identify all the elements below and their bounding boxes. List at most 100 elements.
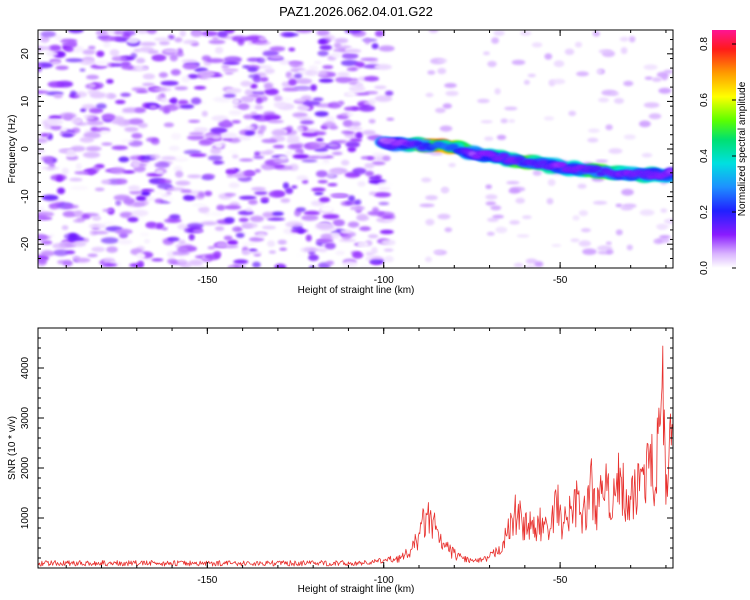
background-blob	[444, 83, 457, 88]
noise-blob	[40, 156, 54, 161]
background-blob	[491, 37, 499, 44]
background-blob	[500, 118, 508, 124]
noise-blob	[170, 69, 181, 76]
noise-blob	[103, 221, 114, 226]
noise-blob	[64, 204, 79, 209]
background-blob	[425, 92, 434, 98]
noise-blob	[100, 35, 114, 42]
background-blob	[587, 128, 600, 133]
noise-blob	[354, 61, 365, 68]
background-blob	[551, 78, 566, 85]
noise-blob	[68, 30, 84, 34]
noise-blob	[189, 131, 204, 136]
noise-blob	[141, 188, 155, 193]
noise-blob	[318, 70, 329, 78]
noise-blob	[135, 195, 147, 202]
noise-blob	[69, 45, 84, 53]
noise-blob	[374, 95, 393, 102]
noise-blob	[334, 38, 349, 44]
noise-blob	[155, 222, 165, 230]
snr-panel: -150 -100 -50 1000 2000 3000 4000 Height of st…	[7, 327, 674, 595]
noise-blob	[288, 163, 299, 171]
background-blob	[515, 197, 525, 204]
noise-blob	[122, 107, 140, 113]
noise-blob	[248, 199, 258, 205]
noise-blob	[131, 209, 149, 217]
noise-blob	[154, 190, 167, 196]
noise-blob	[102, 208, 114, 213]
noise-blob	[377, 181, 394, 188]
noise-blob	[305, 234, 312, 242]
background-blob	[544, 53, 553, 60]
noise-blob	[322, 121, 336, 128]
noise-blob	[294, 209, 302, 217]
colorbar-tick-label: 0.4	[699, 149, 710, 163]
noise-blob	[378, 45, 395, 52]
noise-blob	[362, 130, 376, 136]
noise-blob	[56, 187, 66, 195]
noise-blob	[368, 175, 381, 181]
noise-blob	[184, 227, 195, 233]
signal-blob	[557, 162, 568, 168]
noise-blob	[238, 136, 252, 141]
background-blob	[629, 36, 636, 43]
noise-blob	[240, 80, 252, 87]
noise-blob	[61, 225, 69, 231]
background-blob	[587, 137, 599, 143]
noise-blob	[286, 137, 300, 144]
noise-blob	[71, 240, 87, 247]
noise-blob	[192, 228, 204, 234]
noise-blob	[245, 207, 253, 213]
noise-blob	[260, 197, 270, 202]
noise-blob	[313, 60, 322, 65]
noise-blob	[237, 210, 254, 216]
noise-blob	[363, 101, 375, 106]
background-blob	[494, 88, 501, 95]
noise-blob	[115, 99, 126, 105]
noise-blob	[109, 167, 126, 174]
noise-blob	[69, 177, 83, 182]
noise-blob	[358, 105, 376, 112]
noise-blob	[180, 189, 192, 194]
noise-blob	[311, 187, 326, 192]
noise-blob	[74, 170, 90, 175]
noise-blob	[252, 261, 261, 268]
noise-blob	[327, 183, 338, 187]
noise-blob	[201, 30, 218, 37]
noise-blob	[238, 195, 257, 200]
noise-blob	[355, 131, 363, 139]
noise-blob	[279, 59, 292, 65]
noise-blob	[350, 205, 365, 211]
noise-blob	[371, 161, 386, 166]
noise-blob	[225, 87, 242, 94]
noise-blob	[255, 97, 263, 104]
noise-blob	[127, 216, 139, 223]
noise-blob	[88, 45, 96, 50]
noise-blob	[220, 132, 238, 139]
noise-blob	[223, 205, 242, 210]
noise-blob	[335, 250, 345, 256]
noise-blob	[267, 73, 283, 78]
background-blob	[480, 120, 493, 124]
noise-blob	[201, 128, 209, 132]
noise-blob	[294, 73, 303, 79]
noise-blob	[315, 82, 323, 87]
noise-blob	[341, 130, 355, 135]
colorbar-tick-label: 0.2	[699, 205, 710, 219]
noise-blob	[197, 191, 205, 197]
noise-blob	[223, 93, 236, 98]
noise-blob	[345, 48, 362, 54]
noise-blob	[38, 137, 48, 144]
noise-blob	[339, 238, 356, 242]
noise-blob	[288, 47, 296, 52]
background-blob	[653, 238, 663, 245]
noise-blob	[181, 75, 191, 83]
noise-blob	[223, 56, 242, 64]
noise-blob	[38, 258, 48, 265]
noise-blob	[251, 187, 266, 191]
noise-blob	[179, 239, 186, 245]
noise-blob	[231, 35, 249, 43]
background-blob	[487, 60, 497, 68]
signal-blob	[487, 152, 498, 158]
noise-blob	[167, 236, 180, 242]
